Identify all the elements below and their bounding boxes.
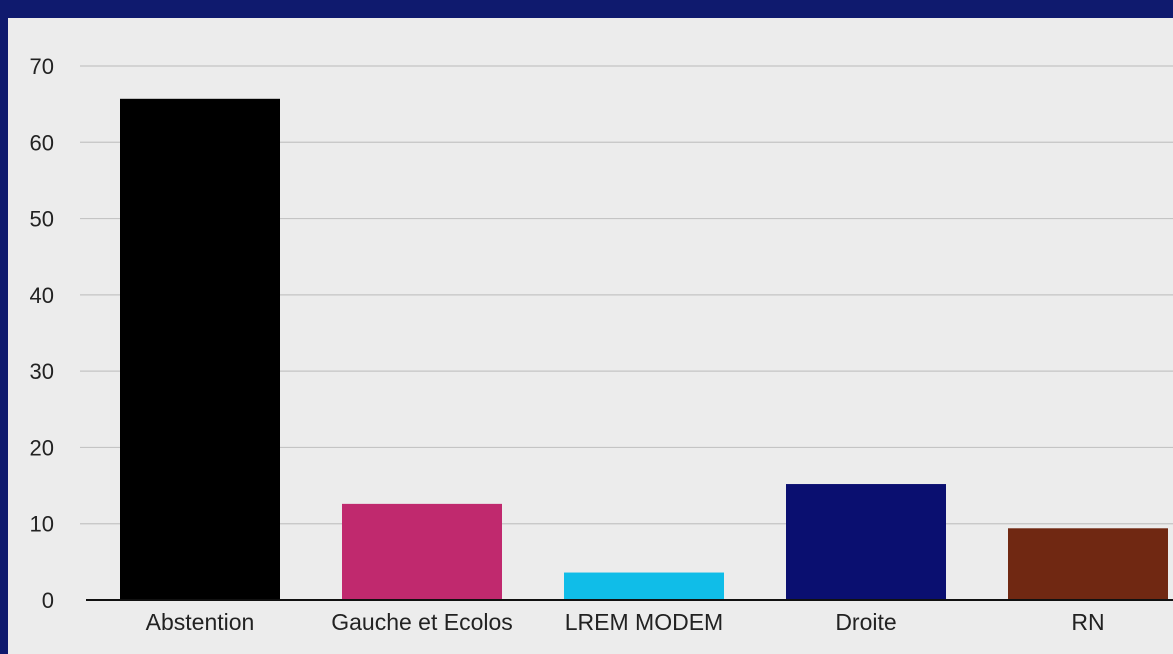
x-category-label: RN [1071,609,1104,635]
x-category-label: Gauche et Ecolos [331,609,513,635]
y-tick-label: 60 [30,130,54,155]
y-tick-label: 20 [30,435,54,460]
bars [120,98,1168,600]
x-category-labels: Abstention Gauche et Ecolos LREM MODEM Droi… [146,609,1105,635]
y-tick-label: 10 [30,512,54,537]
y-tick-label: 50 [30,207,54,232]
x-category-label: Abstention [146,609,255,635]
chart-panel: 0 10 20 30 40 50 60 70 Abstention Gauche et Ecol… [8,18,1173,654]
bar [564,572,724,600]
x-category-label: Droite [835,609,896,635]
bar [342,503,502,600]
y-tick-label: 40 [30,283,54,308]
y-tick-label: 0 [42,588,54,613]
y-tick-label: 70 [30,54,54,79]
y-tick-label: 30 [30,359,54,384]
bar [786,484,946,600]
bar [1008,528,1168,600]
bar-chart: 0 10 20 30 40 50 60 70 Abstention Gauche et Ecol… [30,54,1173,635]
x-category-label: LREM MODEM [565,609,723,635]
bar [120,98,280,600]
y-tick-labels: 0 10 20 30 40 50 60 70 [30,54,54,613]
